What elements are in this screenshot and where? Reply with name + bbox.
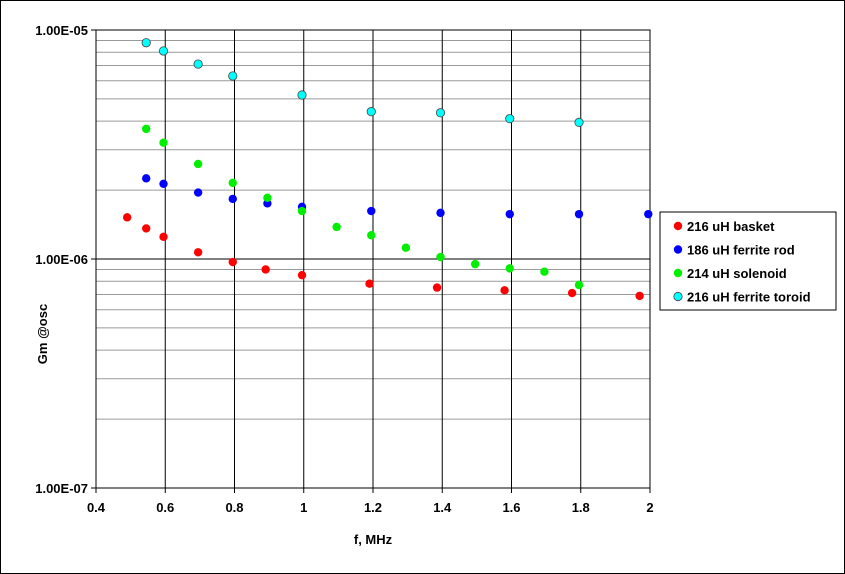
y-tick-label: 1.00E-05 (35, 23, 88, 38)
data-point (436, 208, 445, 218)
data-point (158, 46, 169, 56)
data-point (159, 138, 168, 147)
data-point (142, 174, 151, 183)
data-point (193, 159, 203, 169)
legend: 216 uH basket 186 uH ferrite rod 214 uH so… (659, 211, 837, 311)
data-point (263, 193, 272, 203)
y-tick-label: 1.00E-07 (35, 481, 88, 496)
data-point (261, 265, 270, 274)
series-1 (122, 213, 644, 301)
data-point (574, 117, 584, 127)
data-point (228, 257, 237, 267)
data-point (500, 286, 509, 295)
data-point (159, 232, 168, 242)
data-point (505, 209, 514, 219)
series-2 (142, 174, 653, 219)
axis-layer: 0.4 0.6 0.8 1 1.2 1.4 1.6 1.8 2 1.00E-07 1.00E-06 1… (35, 23, 653, 515)
data-point (635, 291, 644, 301)
x-tick-label: 1.2 (364, 500, 382, 515)
data-point (435, 108, 446, 118)
x-tick-label: 2 (646, 500, 653, 515)
data-point (297, 206, 307, 216)
data-point (193, 188, 203, 197)
x-tick-label: 1.4 (433, 500, 452, 515)
data-point (142, 124, 151, 134)
data-point (228, 194, 237, 204)
legend-label: 216 uH ferrite toroid (687, 290, 811, 305)
data-point (228, 178, 237, 188)
x-tick-label: 1.6 (502, 500, 520, 515)
data-point (505, 114, 515, 124)
data-point (432, 283, 442, 292)
y-tick-label: 1.00E-06 (35, 252, 88, 267)
data-point (228, 71, 238, 81)
x-tick-label: 1 (300, 500, 307, 515)
data-points-layer (122, 38, 653, 301)
legend-marker (673, 221, 683, 231)
legend-marker (673, 291, 683, 302)
data-point (505, 264, 514, 273)
data-point (297, 90, 307, 100)
data-point (159, 179, 168, 189)
x-tick-label: 0.6 (156, 500, 174, 515)
grid-layer (95, 29, 651, 489)
legend-marker (673, 245, 683, 254)
data-point (367, 231, 376, 240)
x-tick-label: 0.4 (87, 500, 106, 515)
data-point (297, 270, 307, 280)
data-point (366, 107, 376, 117)
data-point (122, 213, 132, 222)
data-point (567, 288, 577, 298)
data-point (193, 59, 203, 69)
x-axis-title: f, MHz (354, 532, 393, 547)
data-point (574, 280, 584, 290)
data-point (193, 248, 203, 257)
legend-items: 216 uH basket 186 uH ferrite rod 214 uH so… (673, 219, 811, 305)
data-point (141, 38, 151, 48)
data-point (574, 209, 584, 219)
legend-marker (673, 268, 683, 278)
data-point (401, 243, 411, 252)
legend-label: 214 uH solenoid (687, 266, 787, 281)
series-3 (142, 124, 584, 290)
series-4 (141, 38, 584, 127)
legend-label: 216 uH basket (687, 219, 775, 234)
legend-box (659, 211, 837, 311)
data-point (367, 206, 376, 216)
data-point (540, 267, 549, 276)
data-point (436, 252, 445, 262)
legend-label: 186 uH ferrite rod (687, 243, 795, 258)
x-tick-label: 1.8 (572, 500, 590, 515)
x-tick-label: 0.8 (225, 500, 243, 515)
data-point (470, 259, 480, 269)
data-point (142, 224, 151, 233)
data-point (644, 209, 653, 219)
y-axis-title: Gm @osc (35, 304, 50, 364)
data-point (365, 279, 374, 288)
data-point (332, 222, 341, 232)
